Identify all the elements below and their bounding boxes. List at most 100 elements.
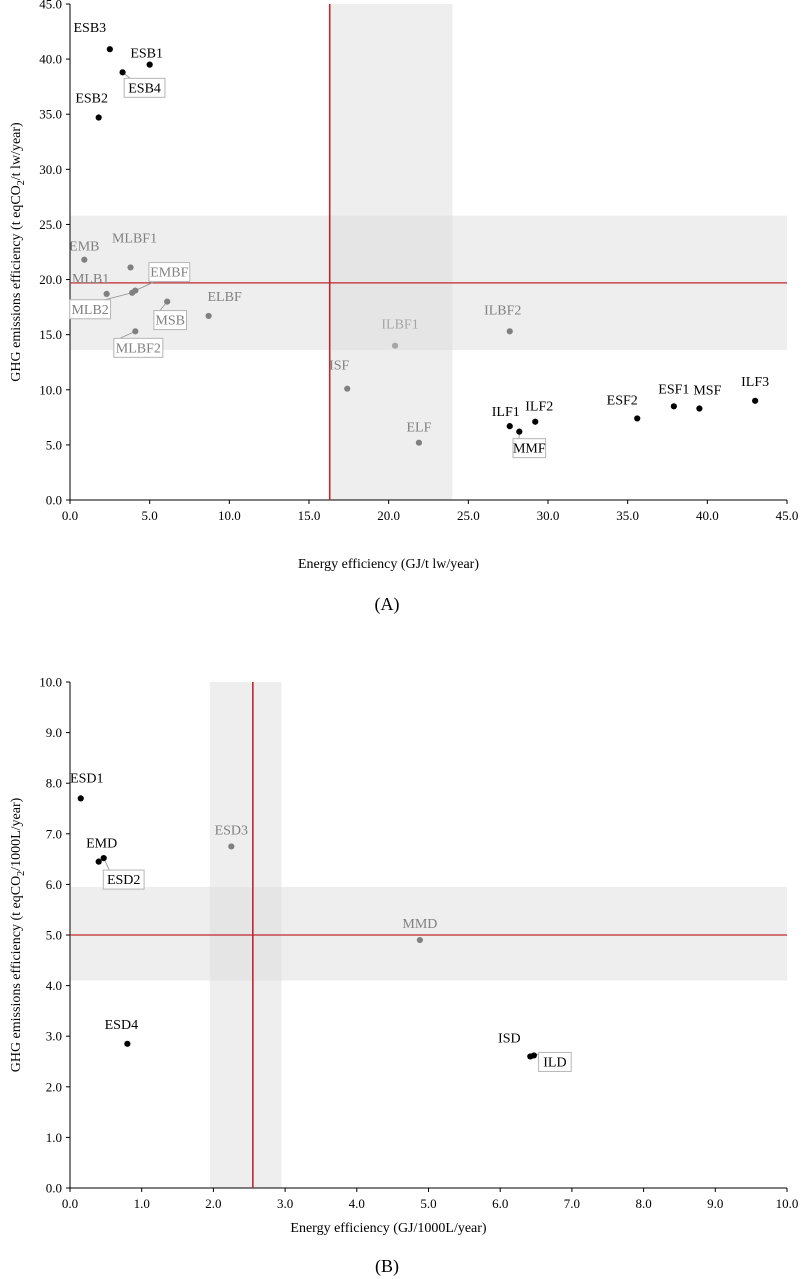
chart-b-x-tick-label: 9.0 [707, 1196, 723, 1211]
chart-b-panel-label: (B) [375, 1256, 399, 1277]
chart-a-point-label-mlbf2: MLBF2 [116, 341, 161, 356]
chart-a-label-box-msb [153, 310, 187, 331]
chart-a-x-tick-label: 45.0 [776, 508, 799, 523]
chart-a-y-tick-label: 0.0 [46, 493, 62, 508]
chart-a-point-label-mlb2: MLB2 [71, 303, 108, 318]
chart-b-x-tick-label: 2.0 [205, 1196, 221, 1211]
chart-a-point-msf [696, 405, 703, 412]
chart-a-y-tick-label: 10.0 [39, 382, 62, 397]
chart-b-point-esd4 [124, 1040, 131, 1047]
chart-panel-a: 0.0 5.0 10.0 15.0 20.0 25.0 30.0 35.0 40.0 45.0 0.… [9, 0, 798, 615]
chart-a-x-tick-label: 20.0 [377, 508, 400, 523]
chart-a-label-box-esb4 [123, 77, 166, 98]
chart-b-x-tick-label: 10.0 [776, 1196, 799, 1211]
chart-a-point-mmf [516, 428, 523, 435]
chart-a-point-emb [81, 256, 88, 263]
chart-a-point-mlbf2 [132, 328, 139, 335]
chart-a-point-mlb1 [103, 290, 110, 297]
chart-a-point-label-esf1: ESF1 [658, 382, 689, 397]
chart-a-point-label-ilbf1: ILBF1 [381, 318, 418, 333]
chart-a-panel-label: (A) [375, 594, 400, 615]
chart-b-point-esd3 [228, 843, 235, 850]
chart-b-y-tick-label: 8.0 [46, 776, 62, 791]
chart-b-y-tick-label: 3.0 [46, 1029, 62, 1044]
chart-a-point-label-mlb1: MLB1 [72, 272, 109, 287]
chart-a-point-ilf1 [506, 423, 513, 430]
chart-b-point-esd1 [77, 795, 84, 802]
chart-panel-b: 0.0 1.0 2.0 3.0 4.0 5.0 6.0 7.0 8.0 9.0 10.0 0.0 1.0… [9, 675, 798, 1278]
chart-a-point-elf [415, 439, 423, 446]
chart-a-point-ilbf2 [506, 328, 513, 335]
chart-a-point-msb [164, 298, 171, 305]
chart-a-point-label-ilbf2: ILBF2 [484, 303, 521, 318]
chart-a-y-tick-label: 30.0 [39, 162, 62, 177]
chart-b-x-tick-label: 6.0 [492, 1196, 508, 1211]
chart-a-point-label-embf: EMBF [150, 266, 188, 281]
chart-b-y-axis-title: GHG emissions efficiency (t eqCO2/1000L/… [9, 797, 27, 1072]
chart-a-leader-mlb2 [104, 292, 133, 301]
chart-a-point-label-elbf: ELBF [208, 290, 242, 305]
chart-b-x-tick-label: 7.0 [564, 1196, 580, 1211]
chart-b-x-tick-label: 4.0 [349, 1196, 365, 1211]
chart-a-band-vertical [329, 4, 453, 500]
chart-a-y-tick-label: 20.0 [39, 272, 62, 287]
chart-b-point-label-esd2: ESD2 [107, 873, 140, 888]
chart-b-label-box-esd2 [102, 869, 145, 890]
chart-b-point-label-esd1: ESD1 [70, 771, 103, 786]
chart-b-y-tick-label: 4.0 [46, 978, 62, 993]
chart-a-x-tick-label: 40.0 [696, 508, 719, 523]
chart-a-point-elbf [205, 312, 212, 320]
chart-b-y-tick-label: 7.0 [46, 826, 62, 841]
chart-b-band-horizontal [70, 886, 787, 981]
chart-b-x-tick-label: 1.0 [134, 1196, 150, 1211]
chart-b-point-label-ild: ILD [543, 1055, 566, 1070]
chart-b-point-emd [95, 858, 102, 865]
chart-a-label-box-mmf [512, 438, 547, 459]
chart-a-x-axis-title: Energy efficiency (GJ/t lw/year) [298, 557, 479, 572]
chart-a-y-tick-label: 5.0 [46, 437, 62, 452]
chart-a-point-ilf2 [532, 418, 539, 425]
chart-a-y-tick-label: 35.0 [39, 107, 62, 122]
chart-a-y-tick-label: 45.0 [39, 0, 62, 12]
chart-a-x-tick-label: 10.0 [218, 508, 241, 523]
chart-b-point-label-isd: ISD [498, 1031, 521, 1046]
chart-a-point-label-esf2: ESF2 [607, 393, 638, 408]
chart-a-label-box-mlb2 [69, 299, 112, 320]
chart-b-x-axis-title: Energy efficiency (GJ/1000L/year) [290, 1221, 487, 1236]
chart-b-x-tick-label: 5.0 [420, 1196, 436, 1211]
chart-a-point-esf1 [670, 403, 677, 410]
chart-a-point-mlb2 [129, 289, 136, 296]
chart-a-x-tick-label: 15.0 [298, 508, 321, 523]
chart-a-point-ilf3 [752, 397, 759, 404]
chart-a-point-esb1 [146, 61, 153, 68]
chart-a-point-label-esb1: ESB1 [130, 47, 163, 62]
chart-a-x-tick-label: 30.0 [537, 508, 560, 523]
chart-b-y-tick-label: 5.0 [46, 928, 62, 943]
chart-a-point-esf2 [634, 415, 641, 422]
chart-a-point-label-mmf: MMF [513, 442, 546, 457]
chart-a-x-tick-label: 35.0 [616, 508, 639, 523]
chart-b-y-tick-label: 9.0 [46, 725, 62, 740]
chart-a-point-mlbf1 [127, 264, 134, 271]
chart-a-leader-embf [135, 281, 156, 291]
chart-a-point-label-ilf2: ILF2 [525, 400, 553, 415]
chart-a-y-tick-label: 40.0 [39, 52, 62, 67]
chart-a-point-label-ilf1: ILF1 [492, 405, 520, 420]
chart-a-point-isf [344, 385, 351, 392]
chart-a-y-tick-label: 15.0 [39, 327, 62, 342]
chart-a-point-label-mlbf1: MLBF1 [112, 231, 157, 246]
chart-a-point-label-msf: MSF [693, 384, 721, 399]
chart-b-y-tick-label: 0.0 [46, 1181, 62, 1196]
chart-a-point-label-esb3: ESB3 [73, 21, 106, 36]
chart-b-point-esd2 [100, 854, 107, 862]
chart-a-point-esb4 [119, 69, 126, 76]
chart-a-label-box-mlbf2 [113, 337, 164, 358]
chart-b-y-tick-label: 10.0 [39, 675, 62, 690]
chart-b-x-tick-label: 0.0 [62, 1196, 78, 1211]
chart-b-point-label-esd4: ESD4 [105, 1018, 138, 1033]
chart-a-y-tick-label: 25.0 [39, 217, 62, 232]
chart-b-point-label-esd3: ESD3 [215, 823, 248, 838]
chart-a-y-axis-title: GHG emissions efficiency (t eqCO2/t lw/y… [9, 122, 27, 382]
chart-b-y-tick-label: 6.0 [46, 877, 62, 892]
